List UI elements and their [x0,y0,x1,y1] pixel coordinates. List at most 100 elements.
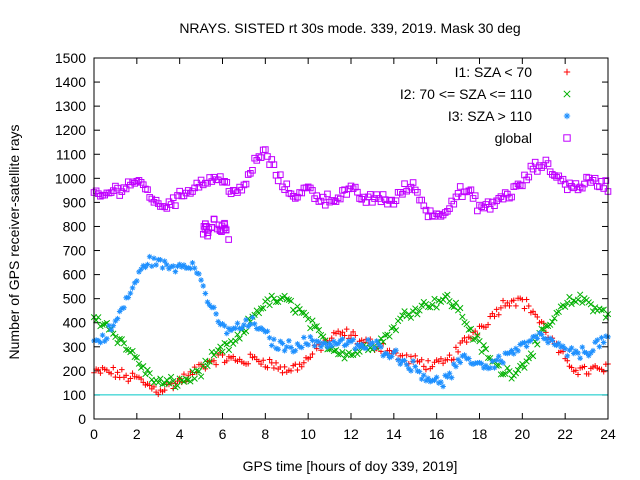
data-point [456,183,464,190]
data-point [303,340,309,347]
data-point [440,360,446,367]
data-point [590,347,596,354]
data-point [384,351,391,358]
data-point [271,365,277,371]
data-point [251,154,258,162]
data-point [444,374,451,380]
data-point [498,305,504,311]
data-point [148,195,156,203]
data-point [307,354,314,361]
plot-frame [93,57,609,420]
data-point [301,334,307,341]
data-point [388,353,395,360]
data-point [152,196,160,204]
data-point [510,297,517,304]
data-point [163,376,170,384]
data-point [452,193,460,201]
data-point [549,318,556,325]
data-point [99,321,106,328]
data-point [211,357,217,364]
data-point [459,338,466,344]
data-point [386,354,393,361]
data-point [127,290,134,296]
data-point [405,310,412,318]
data-point [429,301,436,308]
data-point [448,303,455,310]
data-point [195,368,203,375]
data-point [519,182,526,190]
data-point [298,363,305,370]
data-point [352,332,359,339]
data-point [335,328,341,335]
data-point [543,336,549,342]
data-point [95,366,102,373]
data-point [369,199,376,206]
data-point [386,333,393,340]
data-point [114,369,121,376]
data-point [513,345,519,352]
data-point [450,200,458,208]
data-point [457,359,464,366]
data-point [525,173,533,181]
data-point [493,306,500,313]
data-point [500,360,506,366]
data-point [170,263,177,269]
data-point [401,308,408,315]
data-point [591,304,599,311]
data-point [465,355,472,362]
data-point [408,353,414,360]
data-point [570,350,577,357]
data-point [369,340,376,346]
data-point [249,166,256,174]
data-point [142,264,149,271]
data-point [271,336,277,343]
data-point [275,346,281,352]
data-point [346,338,352,344]
data-point [181,371,187,377]
data-point [350,336,356,343]
data-point [287,297,295,305]
data-point [555,172,563,180]
data-point [418,356,425,363]
data-point [258,361,264,367]
data-point [219,321,226,327]
data-point [366,191,374,198]
data-point [247,351,254,358]
data-point [266,301,273,309]
data-point [440,383,446,390]
data-point [358,341,365,348]
data-point [181,262,187,268]
data-point [193,367,200,374]
data-point [588,350,594,356]
data-point [315,326,323,334]
data-point [182,375,190,383]
data-point [219,348,226,355]
data-point [551,315,558,322]
data-point [339,348,346,356]
data-point [335,340,341,347]
data-point [461,335,468,341]
data-point [138,376,144,382]
data-point [292,347,299,354]
data-point [272,298,280,306]
data-point [421,372,427,379]
data-point [451,361,457,367]
data-point [146,370,153,377]
data-point [377,335,385,342]
data-point [223,358,230,364]
data-point [331,338,337,345]
data-point [274,177,282,185]
data-point [600,339,607,346]
data-point [463,188,470,196]
data-point [200,283,207,289]
data-point [397,361,404,367]
data-point [206,302,213,309]
y-tick-label: 1200 [55,122,86,138]
data-point [365,336,371,343]
data-point [525,355,532,362]
data-point [131,280,138,286]
data-point [215,346,222,354]
data-point [165,380,173,387]
data-point [95,337,102,344]
data-point [219,352,226,358]
